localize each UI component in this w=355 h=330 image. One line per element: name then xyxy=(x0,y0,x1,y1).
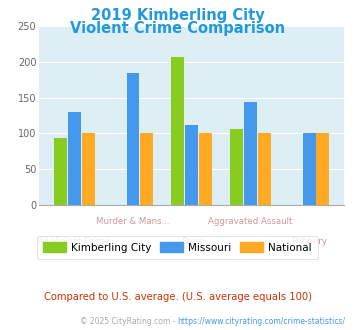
Bar xyxy=(126,73,140,205)
Bar xyxy=(140,133,153,205)
Bar xyxy=(185,125,198,205)
Bar xyxy=(258,133,271,205)
Bar xyxy=(230,129,243,205)
Text: Violent Crime Comparison: Violent Crime Comparison xyxy=(70,21,285,36)
Text: Robbery: Robbery xyxy=(291,237,327,246)
Bar xyxy=(54,138,67,205)
Text: Murder & Mans...: Murder & Mans... xyxy=(96,217,170,226)
Bar xyxy=(82,133,94,205)
Bar xyxy=(171,57,184,205)
Text: 2019 Kimberling City: 2019 Kimberling City xyxy=(91,8,264,23)
Text: Rape: Rape xyxy=(181,237,203,246)
Text: https://www.cityrating.com/crime-statistics/: https://www.cityrating.com/crime-statist… xyxy=(178,317,346,326)
Text: Compared to U.S. average. (U.S. average equals 100): Compared to U.S. average. (U.S. average … xyxy=(44,292,311,302)
Text: © 2025 CityRating.com -: © 2025 CityRating.com - xyxy=(80,317,178,326)
Bar xyxy=(68,112,81,205)
Legend: Kimberling City, Missouri, National: Kimberling City, Missouri, National xyxy=(37,236,318,259)
Text: All Violent Crime: All Violent Crime xyxy=(38,237,110,246)
Bar xyxy=(316,133,329,205)
Text: Aggravated Assault: Aggravated Assault xyxy=(208,217,293,226)
Bar xyxy=(303,133,316,205)
Bar xyxy=(199,133,212,205)
Bar xyxy=(244,102,257,205)
